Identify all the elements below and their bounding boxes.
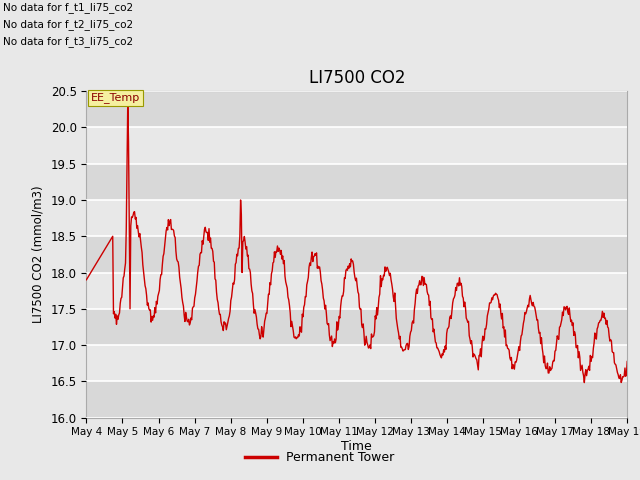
Title: LI7500 CO2: LI7500 CO2	[308, 69, 405, 87]
Legend: Permanent Tower: Permanent Tower	[240, 446, 400, 469]
Bar	[86, 164, 627, 200]
Text: No data for f_t3_li75_co2: No data for f_t3_li75_co2	[3, 36, 133, 47]
Bar	[86, 381, 627, 418]
Text: No data for f_t2_li75_co2: No data for f_t2_li75_co2	[3, 19, 133, 30]
Bar	[86, 200, 627, 236]
Bar	[86, 345, 627, 381]
Text: EE_Temp: EE_Temp	[91, 93, 140, 104]
Bar	[86, 128, 627, 164]
Bar	[86, 236, 627, 273]
Bar	[86, 309, 627, 345]
Text: No data for f_t1_li75_co2: No data for f_t1_li75_co2	[3, 2, 133, 13]
Bar	[86, 273, 627, 309]
Y-axis label: LI7500 CO2 (mmol/m3): LI7500 CO2 (mmol/m3)	[32, 186, 45, 323]
X-axis label: Time: Time	[341, 440, 372, 453]
Bar	[86, 91, 627, 128]
